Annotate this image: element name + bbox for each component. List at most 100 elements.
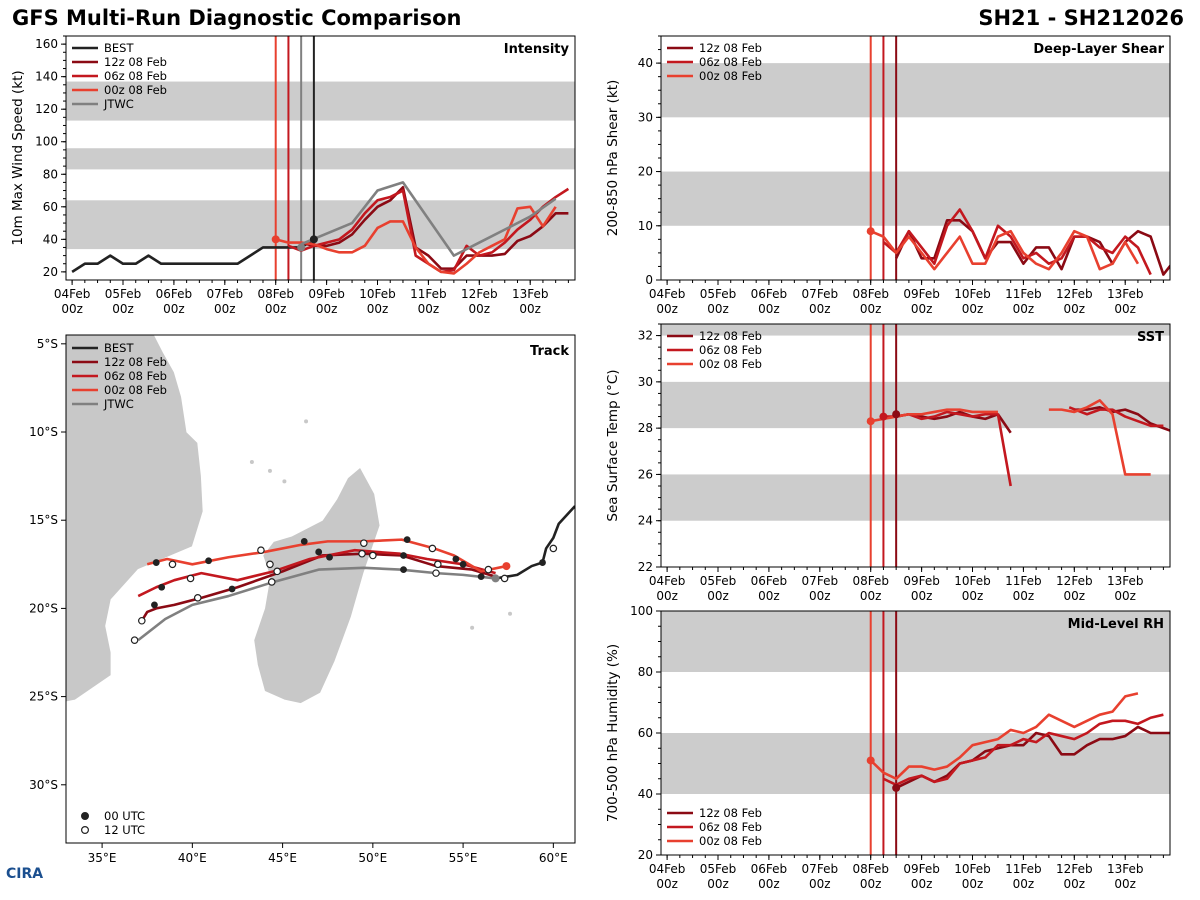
track-marker-12utc bbox=[266, 560, 274, 569]
track-marker-00utc bbox=[539, 559, 546, 566]
shear-xtick-label: 11Feb bbox=[1005, 287, 1042, 301]
sst-ytick-label: 26 bbox=[638, 467, 653, 481]
rh-ytick-label: 60 bbox=[638, 726, 653, 740]
rh-band bbox=[661, 733, 1170, 794]
track-marker-legend-label: 00 UTC bbox=[104, 809, 145, 823]
rh-xtick-label: 09Feb bbox=[903, 862, 940, 876]
rh-chart: 2040608010004Feb00z05Feb00z06Feb00z07Feb… bbox=[605, 604, 1171, 891]
track-ytick-label: 20°S bbox=[29, 601, 58, 615]
intensity-legend-label: JTWC bbox=[103, 97, 134, 111]
shear-ytick-label: 40 bbox=[638, 56, 653, 70]
madagascar-land bbox=[253, 466, 381, 705]
rh-xtick-label: 12Feb bbox=[1056, 862, 1093, 876]
sst-ytick-label: 24 bbox=[638, 514, 653, 528]
sst-series-line bbox=[1048, 399, 1151, 476]
track-legend-label: 06z 08 Feb bbox=[104, 369, 167, 383]
track-legend-label: 12z 08 Feb bbox=[104, 355, 167, 369]
shear-xtick-label: 12Feb bbox=[1056, 287, 1093, 301]
track-legend-label: BEST bbox=[104, 341, 134, 355]
track-xtick-label: 35°E bbox=[88, 851, 117, 865]
rh-ytick-label: 40 bbox=[638, 787, 653, 801]
track-marker-00utc bbox=[400, 552, 407, 559]
sst-legend-label: 00z 08 Feb bbox=[699, 357, 762, 371]
sst-xtick-sub: 00z bbox=[1064, 589, 1086, 603]
island bbox=[508, 611, 513, 616]
intensity-init-dot bbox=[309, 235, 318, 244]
rh-xtick-label: 04Feb bbox=[649, 862, 686, 876]
track-marker-12utc bbox=[267, 578, 276, 586]
shear-xtick-label: 05Feb bbox=[700, 287, 737, 301]
intensity-xtick-label: 07Feb bbox=[207, 287, 244, 301]
intensity-series-line bbox=[300, 181, 557, 257]
rh-xtick-label: 06Feb bbox=[751, 862, 788, 876]
storm-id-title: SH21 - SH212026 bbox=[978, 6, 1184, 30]
intensity-xtick-sub: 00z bbox=[163, 302, 185, 316]
intensity-init-dot bbox=[271, 235, 280, 244]
rh-ytick-label: 20 bbox=[638, 848, 653, 862]
island bbox=[267, 468, 272, 473]
intensity-xtick-label: 11Feb bbox=[410, 287, 447, 301]
track-marker-12utc bbox=[168, 560, 177, 569]
shear-xtick-sub: 00z bbox=[962, 302, 984, 316]
track-line bbox=[137, 566, 496, 642]
sst-series-line bbox=[870, 408, 998, 423]
shear-series-line bbox=[894, 219, 1170, 276]
track-marker-12utc bbox=[138, 616, 146, 625]
shear-xtick-label: 09Feb bbox=[903, 287, 940, 301]
rh-xtick-label: 05Feb bbox=[700, 862, 737, 876]
rh-xtick-label: 13Feb bbox=[1107, 862, 1144, 876]
track-marker-12utc bbox=[273, 567, 281, 576]
shear-legend-label: 00z 08 Feb bbox=[699, 69, 762, 83]
sst-xtick-label: 07Feb bbox=[802, 574, 839, 588]
sst-xtick-sub: 00z bbox=[911, 589, 933, 603]
shear-xtick-sub: 00z bbox=[1013, 302, 1035, 316]
intensity-xtick-label: 08Feb bbox=[257, 287, 294, 301]
sst-xtick-sub: 00z bbox=[656, 589, 678, 603]
intensity-ytick-label: 100 bbox=[35, 135, 58, 149]
sst-frame bbox=[660, 323, 1171, 568]
sst-xtick-label: 10Feb bbox=[954, 574, 991, 588]
track-frame bbox=[65, 334, 576, 844]
shear-title: Deep-Layer Shear bbox=[1033, 42, 1164, 57]
intensity-xtick-label: 10Feb bbox=[359, 287, 396, 301]
track-init-dot bbox=[491, 574, 500, 583]
track-marker-12utc bbox=[434, 560, 442, 569]
track-marker-00utc bbox=[315, 548, 323, 556]
sst-band bbox=[661, 381, 1170, 429]
sst-series-line bbox=[996, 413, 1012, 434]
shear-xtick-label: 10Feb bbox=[954, 287, 991, 301]
intensity-series-line bbox=[71, 238, 315, 273]
shear-xtick-sub: 00z bbox=[1064, 302, 1086, 316]
shear-ytick-label: 0 bbox=[645, 273, 653, 287]
track-marker-legend-symbol bbox=[80, 812, 89, 821]
logo-text: CIRA bbox=[6, 866, 44, 882]
rh-xtick-sub: 00z bbox=[962, 877, 984, 891]
track-ytick-label: 5°S bbox=[37, 337, 58, 351]
sst-ytick-label: 32 bbox=[638, 329, 653, 343]
rh-xtick-sub: 00z bbox=[911, 877, 933, 891]
track-legend-label: JTWC bbox=[103, 397, 134, 411]
rh-legend-label: 12z 08 Feb bbox=[699, 806, 762, 820]
island bbox=[282, 479, 287, 484]
sst-xtick-label: 05Feb bbox=[700, 574, 737, 588]
track-ytick-label: 10°S bbox=[29, 425, 58, 439]
track-marker-12utc bbox=[193, 594, 202, 602]
sst-xtick-label: 08Feb bbox=[852, 574, 889, 588]
sst-xtick-label: 11Feb bbox=[1005, 574, 1042, 588]
sst-xtick-label: 09Feb bbox=[903, 574, 940, 588]
rh-xtick-label: 08Feb bbox=[852, 862, 889, 876]
intensity-xtick-sub: 00z bbox=[61, 302, 83, 316]
shear-ytick-label: 20 bbox=[638, 165, 653, 179]
intensity-ytick-label: 20 bbox=[43, 265, 58, 279]
island bbox=[470, 625, 475, 630]
sst-xtick-sub: 00z bbox=[707, 589, 729, 603]
track-marker-legend-label: 12 UTC bbox=[104, 823, 145, 837]
track-marker-00utc bbox=[158, 583, 166, 591]
shear-xtick-sub: 00z bbox=[707, 302, 729, 316]
track-marker-00utc bbox=[205, 557, 212, 565]
intensity-xtick-label: 06Feb bbox=[156, 287, 193, 301]
intensity-xtick-sub: 00z bbox=[367, 302, 389, 316]
intensity-legend-label: 00z 08 Feb bbox=[104, 83, 167, 97]
shear-ylabel: 200-850 hPa Shear (kt) bbox=[605, 80, 621, 237]
track-title: Track bbox=[530, 344, 569, 359]
